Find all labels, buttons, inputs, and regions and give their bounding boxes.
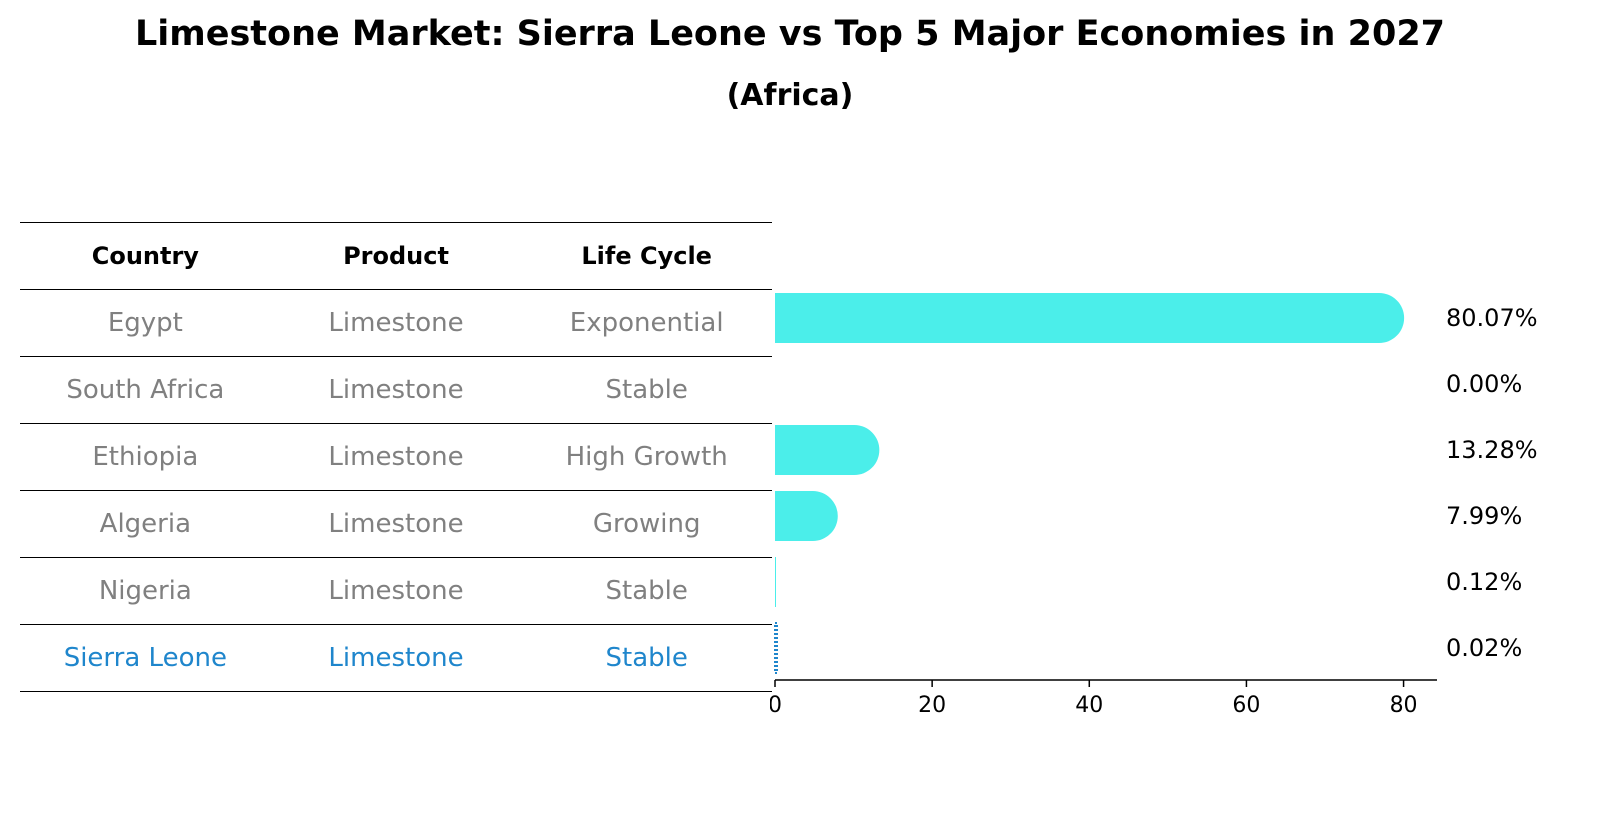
bar-chart: 80.07% 0.00% 13.28% 7.99% 0.12% 0.02% 0 20 40 60 8… [770, 293, 1538, 718]
x-tick-label: 0 [770, 693, 782, 718]
bar [775, 491, 838, 541]
cell-life-cycle: Exponential [569, 308, 724, 338]
x-tick-label: 80 [1390, 693, 1418, 718]
table-header-row: Country Product Life Cycle [20, 223, 772, 290]
cell-life-cycle: Stable [605, 375, 688, 405]
cell-life-cycle: High Growth [565, 442, 728, 472]
cell-life-cycle: Stable [605, 576, 688, 606]
table-row-highlight: Sierra Leone Limestone Stable [20, 625, 772, 692]
data-label: 7.99% [1446, 502, 1522, 530]
cell-country: Nigeria [98, 576, 192, 606]
cell-product: Limestone [328, 509, 464, 539]
bar [775, 557, 776, 607]
cell-country: Sierra Leone [63, 643, 227, 673]
cell-product: Limestone [328, 643, 464, 673]
data-label: 80.07% [1446, 304, 1538, 332]
x-tick-label: 60 [1232, 693, 1260, 718]
cell-product: Limestone [328, 375, 464, 405]
table-row: Egypt Limestone Exponential [20, 290, 772, 357]
data-label: 0.12% [1446, 568, 1522, 596]
cell-country: Ethiopia [92, 442, 199, 472]
bar-highlight [774, 622, 778, 674]
country-table: Country Product Life Cycle Egypt Limesto… [20, 222, 772, 692]
chart-subtitle: (Africa) [726, 78, 854, 113]
x-tick-label: 20 [918, 693, 946, 718]
cell-country: Algeria [99, 509, 192, 539]
table-row: South Africa Limestone Stable [20, 357, 772, 424]
header-life-cycle: Life Cycle [581, 242, 712, 270]
cell-product: Limestone [328, 308, 464, 338]
x-tick-label: 40 [1075, 693, 1103, 718]
bar [775, 425, 880, 475]
table-row: Nigeria Limestone Stable [20, 558, 772, 625]
data-label: 0.00% [1446, 370, 1522, 398]
cell-product: Limestone [328, 442, 464, 472]
bar [775, 293, 1405, 343]
cell-country: Egypt [107, 308, 183, 338]
cell-product: Limestone [328, 576, 464, 606]
chart-title: Limestone Market: Sierra Leone vs Top 5 … [134, 14, 1446, 54]
cell-country: South Africa [66, 375, 225, 405]
table-row: Ethiopia Limestone High Growth [20, 424, 772, 491]
data-label: 0.02% [1446, 634, 1522, 662]
data-label: 13.28% [1446, 436, 1538, 464]
cell-life-cycle: Stable [605, 643, 688, 673]
table-row: Algeria Limestone Growing [20, 491, 772, 558]
header-country: Country [91, 242, 199, 270]
header-product: Product [343, 242, 449, 270]
cell-life-cycle: Growing [592, 509, 701, 539]
